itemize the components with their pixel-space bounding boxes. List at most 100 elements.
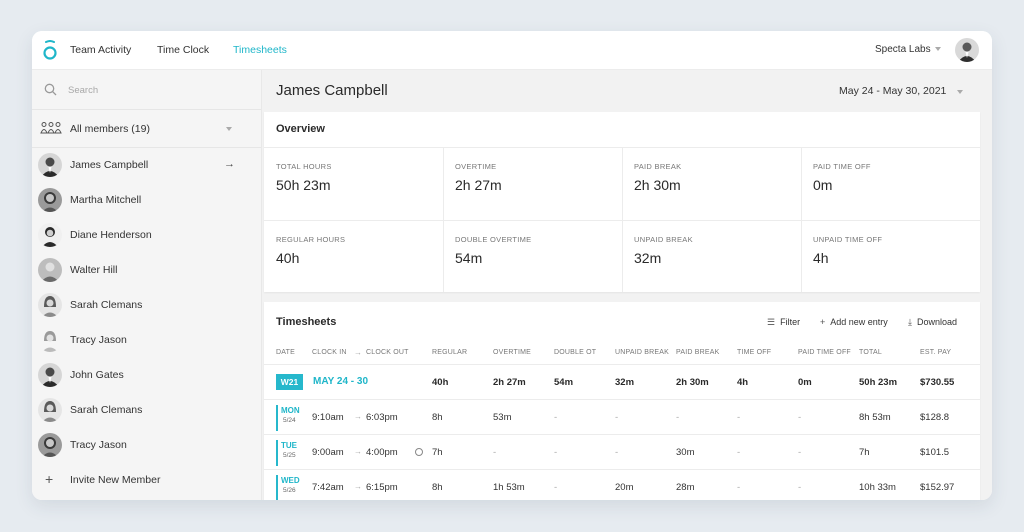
stat-label: DOUBLE OVERTIME bbox=[455, 235, 532, 244]
stat-value: 2h 27m bbox=[455, 177, 502, 193]
member-item[interactable]: Sarah Clemans bbox=[32, 288, 261, 323]
week-summary-row[interactable]: W21 MAY 24 - 30 40h 2h 27m 54m 32m 2h 30… bbox=[264, 364, 980, 399]
table-row[interactable]: MON 5/24 9:10am → 6:03pm 8h 53m - - - - … bbox=[264, 399, 980, 434]
org-switcher[interactable]: Specta Labs bbox=[875, 44, 931, 55]
table-row[interactable]: WED 5/26 7:42am → 6:15pm 8h 1h 53m - 20m… bbox=[264, 469, 980, 500]
cell-unpaid-break: 20m bbox=[615, 482, 634, 493]
day-badge: WED 5/26 bbox=[276, 475, 300, 500]
member-name: Walter Hill bbox=[70, 264, 118, 276]
app-window: Team Activity Time Clock Timesheets Spec… bbox=[32, 31, 992, 500]
cell-clock-out[interactable]: 6:15pm bbox=[366, 482, 398, 493]
avatar bbox=[38, 153, 62, 177]
stat-label: REGULAR HOURS bbox=[276, 235, 346, 244]
chevron-down-icon[interactable] bbox=[935, 47, 941, 51]
member-item[interactable]: Tracy Jason bbox=[32, 428, 261, 463]
cell-clock-in[interactable]: 9:10am bbox=[312, 412, 344, 423]
arrow-right-icon: → bbox=[224, 158, 235, 170]
app-logo-icon[interactable] bbox=[42, 40, 58, 62]
member-item[interactable]: Martha Mitchell bbox=[32, 183, 261, 218]
overview-card: Overview TOTAL HOURS 50h 23m OVERTIME 2h… bbox=[264, 112, 980, 292]
filter-label: Filter bbox=[780, 317, 801, 327]
member-item[interactable]: Sarah Clemans bbox=[32, 393, 261, 428]
col-clock-out[interactable]: CLOCK OUT bbox=[366, 349, 409, 356]
stat-label: PAID TIME OFF bbox=[813, 162, 871, 171]
member-item[interactable]: Tracy Jason bbox=[32, 323, 261, 358]
avatar bbox=[38, 258, 62, 282]
user-avatar[interactable] bbox=[955, 38, 979, 62]
stat-double-overtime: DOUBLE OVERTIME 54m bbox=[443, 221, 622, 293]
cell-clock-out[interactable]: 6:03pm bbox=[366, 412, 398, 423]
member-name: Sarah Clemans bbox=[70, 404, 143, 416]
member-item[interactable]: John Gates bbox=[32, 358, 261, 393]
cell-total: 8h 53m bbox=[859, 412, 891, 423]
all-members-selector[interactable]: All members (19) bbox=[32, 110, 261, 148]
stat-label: UNPAID TIME OFF bbox=[813, 235, 883, 244]
cell-paid-time-off: - bbox=[798, 447, 802, 458]
note-icon[interactable] bbox=[415, 448, 423, 456]
search-row bbox=[32, 70, 261, 110]
member-name: Tracy Jason bbox=[70, 439, 127, 451]
add-entry-button[interactable]: + Add new entry bbox=[820, 317, 888, 327]
download-label: Download bbox=[916, 317, 958, 327]
plus-icon: + bbox=[45, 471, 54, 487]
table-row[interactable]: TUE 5/25 9:00am → 4:00pm 7h - - - 30m - … bbox=[264, 434, 980, 469]
cell-double-ot: - bbox=[554, 447, 558, 458]
filter-button[interactable]: ☰ Filter bbox=[767, 317, 800, 328]
member-item[interactable]: James Campbell → bbox=[32, 148, 261, 183]
member-name: Tracy Jason bbox=[70, 334, 127, 346]
stat-label: PAID BREAK bbox=[634, 162, 682, 171]
col-paid-time-off[interactable]: PAID TIME OFF bbox=[798, 349, 851, 356]
col-double-ot[interactable]: DOUBLE OT bbox=[554, 349, 597, 356]
member-name: Diane Henderson bbox=[70, 229, 152, 241]
stat-paid-break: PAID BREAK 2h 30m bbox=[622, 148, 801, 220]
avatar bbox=[38, 188, 62, 212]
date-range-picker[interactable]: May 24 - May 30, 2021 bbox=[839, 85, 947, 97]
col-est-pay[interactable]: EST. PAY bbox=[920, 349, 952, 356]
col-regular[interactable]: REGULAR bbox=[432, 349, 468, 356]
cell-unpaid-break: - bbox=[615, 412, 619, 423]
overview-title: Overview bbox=[276, 123, 325, 135]
cell-est-pay: $101.5 bbox=[920, 447, 950, 458]
download-icon: ⤓ bbox=[908, 317, 912, 327]
chevron-down-icon[interactable] bbox=[957, 90, 963, 94]
arrow-right-icon: → bbox=[354, 348, 362, 357]
arrow-right-icon: → bbox=[354, 447, 362, 456]
cell-clock-in[interactable]: 7:42am bbox=[312, 482, 344, 493]
col-paid-break[interactable]: PAID BREAK bbox=[676, 349, 720, 356]
cell-double-ot: 54m bbox=[554, 377, 574, 388]
cell-total: 50h 23m bbox=[859, 377, 898, 388]
day-name: TUE bbox=[281, 441, 297, 450]
cell-overtime: 1h 53m bbox=[493, 482, 525, 493]
nav-timesheets[interactable]: Timesheets bbox=[233, 44, 287, 56]
cell-paid-time-off: 0m bbox=[798, 377, 812, 388]
chevron-down-icon[interactable] bbox=[226, 127, 232, 131]
cell-time-off: - bbox=[737, 482, 741, 493]
nav-team-activity[interactable]: Team Activity bbox=[70, 44, 132, 56]
cell-regular: 7h bbox=[432, 447, 443, 458]
member-item[interactable]: Walter Hill bbox=[32, 253, 261, 288]
col-time-off[interactable]: TIME OFF bbox=[737, 349, 772, 356]
member-item[interactable]: Diane Henderson bbox=[32, 218, 261, 253]
day-badge: MON 5/24 bbox=[276, 405, 300, 431]
invite-member-button[interactable]: + Invite New Member bbox=[32, 466, 261, 496]
col-overtime[interactable]: OVERTIME bbox=[493, 349, 532, 356]
cell-regular: 8h bbox=[432, 412, 443, 423]
stat-paid-time-off: PAID TIME OFF 0m bbox=[801, 148, 980, 220]
page-title: James Campbell bbox=[276, 82, 388, 99]
col-total[interactable]: TOTAL bbox=[859, 349, 882, 356]
week-badge: W21 bbox=[276, 374, 303, 390]
cell-paid-time-off: - bbox=[798, 482, 802, 493]
week-range: MAY 24 - 30 bbox=[313, 376, 369, 387]
col-unpaid-break[interactable]: UNPAID BREAK bbox=[615, 349, 670, 356]
col-date[interactable]: DATE bbox=[276, 349, 295, 356]
cell-clock-out[interactable]: 4:00pm bbox=[366, 447, 398, 458]
stat-value: 32m bbox=[634, 250, 662, 266]
day-name: WED bbox=[281, 476, 300, 485]
download-button[interactable]: ⤓ Download bbox=[908, 317, 957, 328]
search-icon bbox=[44, 83, 57, 96]
cell-clock-in[interactable]: 9:00am bbox=[312, 447, 344, 458]
cell-time-off: 4h bbox=[737, 377, 749, 388]
search-input[interactable] bbox=[68, 82, 238, 98]
col-clock-in[interactable]: CLOCK IN bbox=[312, 349, 347, 356]
nav-time-clock[interactable]: Time Clock bbox=[157, 44, 210, 56]
